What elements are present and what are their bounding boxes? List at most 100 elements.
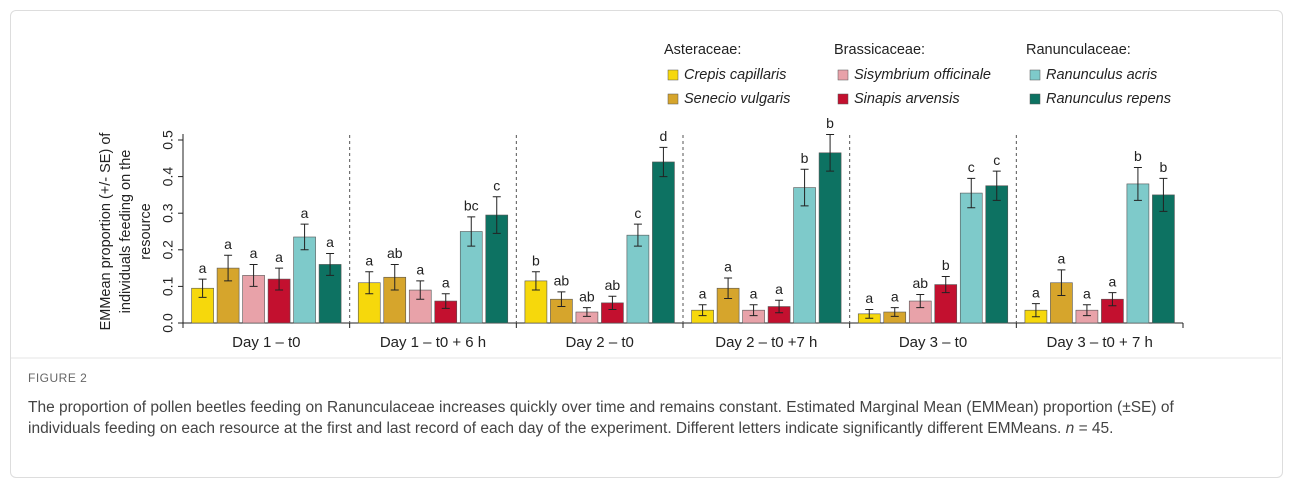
error-bar: [800, 168, 809, 207]
figure-frame: [10, 10, 1283, 478]
significance-letter: a: [1083, 285, 1091, 301]
significance-letter: a: [416, 262, 424, 278]
y-tick-label: 0.3: [160, 203, 176, 223]
y-axis-label: EMMean proportion (+/- SE) of: [98, 132, 114, 331]
significance-letter: a: [442, 274, 450, 290]
caption-n: n: [1065, 420, 1075, 437]
x-tick-label: Day 3 – t0: [899, 334, 967, 351]
x-tick-label: Day 2 – t0: [565, 334, 633, 351]
y-axis-label: resource: [138, 203, 154, 259]
significance-letter: a: [775, 281, 783, 297]
bar: [1152, 194, 1175, 324]
error-bar: [300, 223, 309, 251]
bar: [959, 192, 983, 324]
bar: [985, 185, 1009, 324]
caption-n-text: = 45.: [1074, 420, 1114, 437]
significance-letter: ab: [605, 277, 621, 293]
significance-letter: b: [532, 252, 540, 268]
significance-letter: a: [199, 260, 207, 276]
significance-letter: b: [801, 150, 809, 166]
significance-letter: a: [891, 288, 899, 304]
legend-label: Ranunculus repens: [1046, 91, 1171, 107]
error-bar: [531, 271, 540, 291]
caption-body: The proportion of pollen beetles feeding…: [28, 399, 1174, 437]
significance-letter: c: [993, 152, 1000, 168]
error-bar: [1133, 166, 1142, 201]
error-bar: [724, 277, 733, 299]
error-bar: [1082, 304, 1091, 317]
legend-label: Sinapis arvensis: [854, 91, 960, 107]
error-bar: [249, 263, 258, 287]
significance-letter: c: [968, 159, 975, 175]
error-bar: [492, 196, 501, 234]
legend-header: Asteraceae:: [664, 42, 741, 58]
significance-letter: a: [326, 234, 334, 250]
error-bar: [916, 293, 925, 309]
error-bar: [826, 134, 835, 172]
x-tick-label: Day 2 – t0 +7 h: [715, 334, 817, 351]
error-bar: [1057, 269, 1066, 297]
y-axis-label: individuals feeding on the: [118, 150, 134, 314]
y-tick-label: 0.2: [160, 240, 176, 260]
bar: [818, 152, 842, 324]
y-tick-label: 0.5: [160, 130, 176, 150]
significance-letter: d: [660, 128, 668, 144]
significance-letter: b: [826, 115, 834, 131]
legend-swatch: [837, 69, 849, 81]
significance-letter: a: [365, 252, 373, 268]
significance-letter: a: [750, 285, 758, 301]
error-bar: [1108, 292, 1117, 307]
significance-letter: b: [942, 257, 950, 273]
error-bar: [608, 295, 617, 310]
bar: [626, 234, 650, 324]
error-bar: [775, 299, 784, 314]
bar: [652, 161, 675, 324]
legend-label: Crepis capillaris: [684, 67, 786, 83]
bar: [1126, 183, 1150, 324]
significance-letter: a: [699, 285, 707, 301]
error-bar: [967, 177, 976, 209]
legend-swatch: [667, 69, 679, 81]
error-bar: [390, 263, 399, 291]
significance-letter: a: [865, 290, 873, 306]
error-bar: [749, 304, 758, 317]
legend-swatch: [667, 93, 679, 105]
error-bar: [416, 280, 425, 300]
caption-text: The proportion of pollen beetles feeding…: [28, 397, 1208, 439]
legend-label: Ranunculus acris: [1046, 67, 1157, 83]
significance-letter: b: [1160, 159, 1168, 175]
y-tick-label: 0.1: [160, 276, 176, 296]
error-bar: [198, 278, 207, 298]
significance-letter: c: [634, 205, 641, 221]
significance-letter: a: [1109, 273, 1117, 289]
error-bar: [467, 216, 476, 247]
error-bar: [557, 291, 566, 308]
significance-letter: ab: [579, 288, 595, 304]
significance-letter: a: [275, 249, 283, 265]
legend-header: Brassicaceae:: [834, 42, 925, 58]
error-bar: [941, 276, 950, 294]
significance-letter: a: [224, 236, 232, 252]
significance-letter: b: [1134, 148, 1142, 164]
significance-letter: a: [301, 205, 309, 221]
significance-letter: a: [724, 259, 732, 275]
error-bar: [1159, 177, 1168, 212]
error-bar: [275, 267, 284, 291]
legend-swatch: [837, 93, 849, 105]
significance-letter: a: [250, 245, 258, 261]
error-bar: [365, 271, 374, 295]
significance-letter: a: [1058, 251, 1066, 267]
error-bar: [698, 304, 707, 317]
x-tick-label: Day 3 – t0 + 7 h: [1047, 334, 1153, 351]
x-tick-label: Day 1 – t0 + 6 h: [380, 334, 486, 351]
significance-letter: a: [1032, 284, 1040, 300]
legend-label: Senecio vulgaris: [684, 91, 790, 107]
error-bar: [890, 307, 899, 317]
significance-letter: ab: [554, 273, 570, 289]
error-bar: [659, 146, 668, 178]
legend-swatch: [1029, 93, 1041, 105]
error-bar: [441, 293, 450, 309]
significance-letter: bc: [464, 198, 479, 214]
legend-label: Sisymbrium officinale: [854, 67, 991, 83]
legend-swatch: [1029, 69, 1041, 81]
